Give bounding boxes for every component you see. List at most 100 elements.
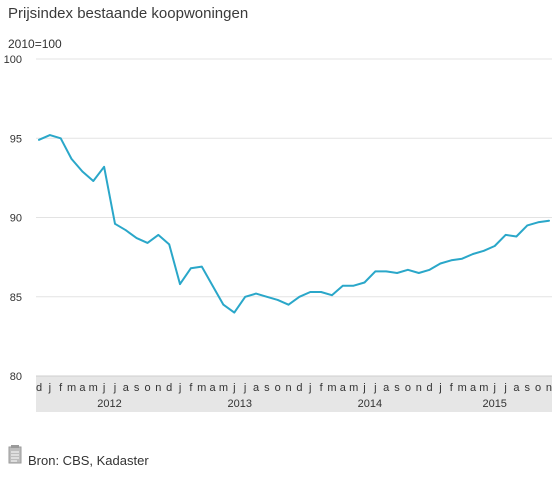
- x-tick-label: m: [349, 382, 358, 394]
- x-tick-label: s: [134, 382, 140, 394]
- data-point: [363, 281, 366, 284]
- data-point: [504, 234, 507, 236]
- x-tick-label: o: [405, 382, 411, 394]
- x-tick-label: m: [197, 382, 206, 394]
- x-tick-label: s: [525, 382, 531, 394]
- data-point: [70, 158, 73, 160]
- x-tick-label: n: [155, 382, 161, 394]
- data-point: [125, 229, 127, 231]
- x-tick-label: o: [144, 382, 150, 394]
- x-tick-label: j: [102, 382, 105, 394]
- y-tick-label: 100: [4, 54, 22, 66]
- data-point: [200, 265, 203, 268]
- x-tick-label: j: [232, 382, 235, 394]
- x-tick-label: f: [320, 382, 324, 394]
- data-point: [493, 245, 496, 247]
- x-tick-label: f: [189, 382, 193, 394]
- x-tick-label: d: [36, 382, 42, 394]
- x-tick-label: n: [285, 382, 291, 394]
- x-tick-label: a: [340, 382, 347, 394]
- data-point: [461, 257, 463, 260]
- data-point: [92, 180, 95, 182]
- x-tick-label: j: [178, 382, 181, 394]
- document-icon: [8, 445, 22, 464]
- x-tick-label: j: [492, 382, 495, 394]
- x-tick-label: m: [458, 382, 467, 394]
- data-point: [537, 221, 539, 224]
- x-tick-label: j: [243, 382, 246, 394]
- data-point: [515, 235, 518, 238]
- x-tick-label: a: [123, 382, 130, 394]
- x-tick-label: a: [383, 382, 390, 394]
- x-tick-label: j: [308, 382, 311, 394]
- data-point: [331, 294, 333, 296]
- chart-title: Prijsindex bestaande koopwoningen: [8, 5, 249, 22]
- data-point: [168, 243, 170, 246]
- x-tick-label: f: [450, 382, 454, 394]
- data-point: [211, 284, 214, 287]
- data-point: [135, 237, 138, 239]
- data-point: [233, 311, 236, 314]
- data-point: [352, 284, 355, 287]
- data-point: [146, 242, 149, 244]
- data-point: [439, 262, 442, 265]
- data-point: [320, 291, 322, 293]
- x-tick-label: j: [48, 382, 51, 394]
- x-tick-label: j: [373, 382, 376, 394]
- x-tick-label: j: [113, 382, 116, 394]
- data-point: [103, 165, 105, 168]
- data-point: [428, 269, 431, 271]
- data-point: [114, 223, 116, 225]
- x-tick-label: d: [296, 382, 302, 394]
- data-point: [385, 270, 388, 273]
- data-point: [222, 303, 225, 306]
- source-note: Bron: CBS, Kadaster: [28, 453, 149, 468]
- y-tick-label: 90: [10, 213, 22, 225]
- data-point: [483, 249, 485, 252]
- data-point: [244, 295, 246, 298]
- y-tick-label: 95: [10, 133, 22, 145]
- x-tick-label: a: [253, 382, 260, 394]
- x-tick-label: s: [264, 382, 270, 394]
- data-point: [298, 295, 301, 298]
- data-point: [309, 291, 312, 293]
- x-tick-label: a: [513, 382, 520, 394]
- data-point: [396, 272, 398, 274]
- x-tick-label: n: [416, 382, 422, 394]
- data-point: [472, 253, 474, 255]
- x-tick-label: o: [535, 382, 541, 394]
- x-tick-label: j: [503, 382, 506, 394]
- x-tick-label: s: [394, 382, 400, 394]
- series-line: [38, 134, 550, 314]
- x-tick-label: o: [275, 382, 281, 394]
- x-tick-label: m: [89, 382, 98, 394]
- data-point: [190, 267, 192, 270]
- data-point: [179, 283, 181, 285]
- data-point: [255, 292, 257, 295]
- data-point: [287, 303, 290, 306]
- y-tick-label: 85: [10, 292, 22, 304]
- year-label: 2014: [358, 398, 382, 410]
- data-point: [157, 234, 160, 236]
- unit-label: 2010=100: [8, 37, 62, 51]
- data-point: [417, 272, 420, 274]
- x-tick-label: f: [59, 382, 63, 394]
- data-point: [526, 224, 529, 227]
- data-point: [548, 219, 550, 222]
- data-point: [59, 137, 62, 140]
- data-point: [38, 139, 40, 141]
- x-tick-label: j: [362, 382, 365, 394]
- data-point: [407, 269, 409, 271]
- x-tick-label: d: [166, 382, 172, 394]
- x-tick-label: a: [470, 382, 477, 394]
- data-point: [342, 284, 344, 287]
- x-tick-label: m: [479, 382, 488, 394]
- x-tick-label: a: [79, 382, 86, 394]
- y-tick-label: 80: [10, 371, 22, 383]
- x-axis-band: [36, 376, 552, 412]
- x-tick-label: n: [546, 382, 552, 394]
- x-tick-label: d: [427, 382, 433, 394]
- x-tick-label: m: [327, 382, 336, 394]
- year-label: 2015: [482, 398, 506, 410]
- data-point: [81, 170, 84, 173]
